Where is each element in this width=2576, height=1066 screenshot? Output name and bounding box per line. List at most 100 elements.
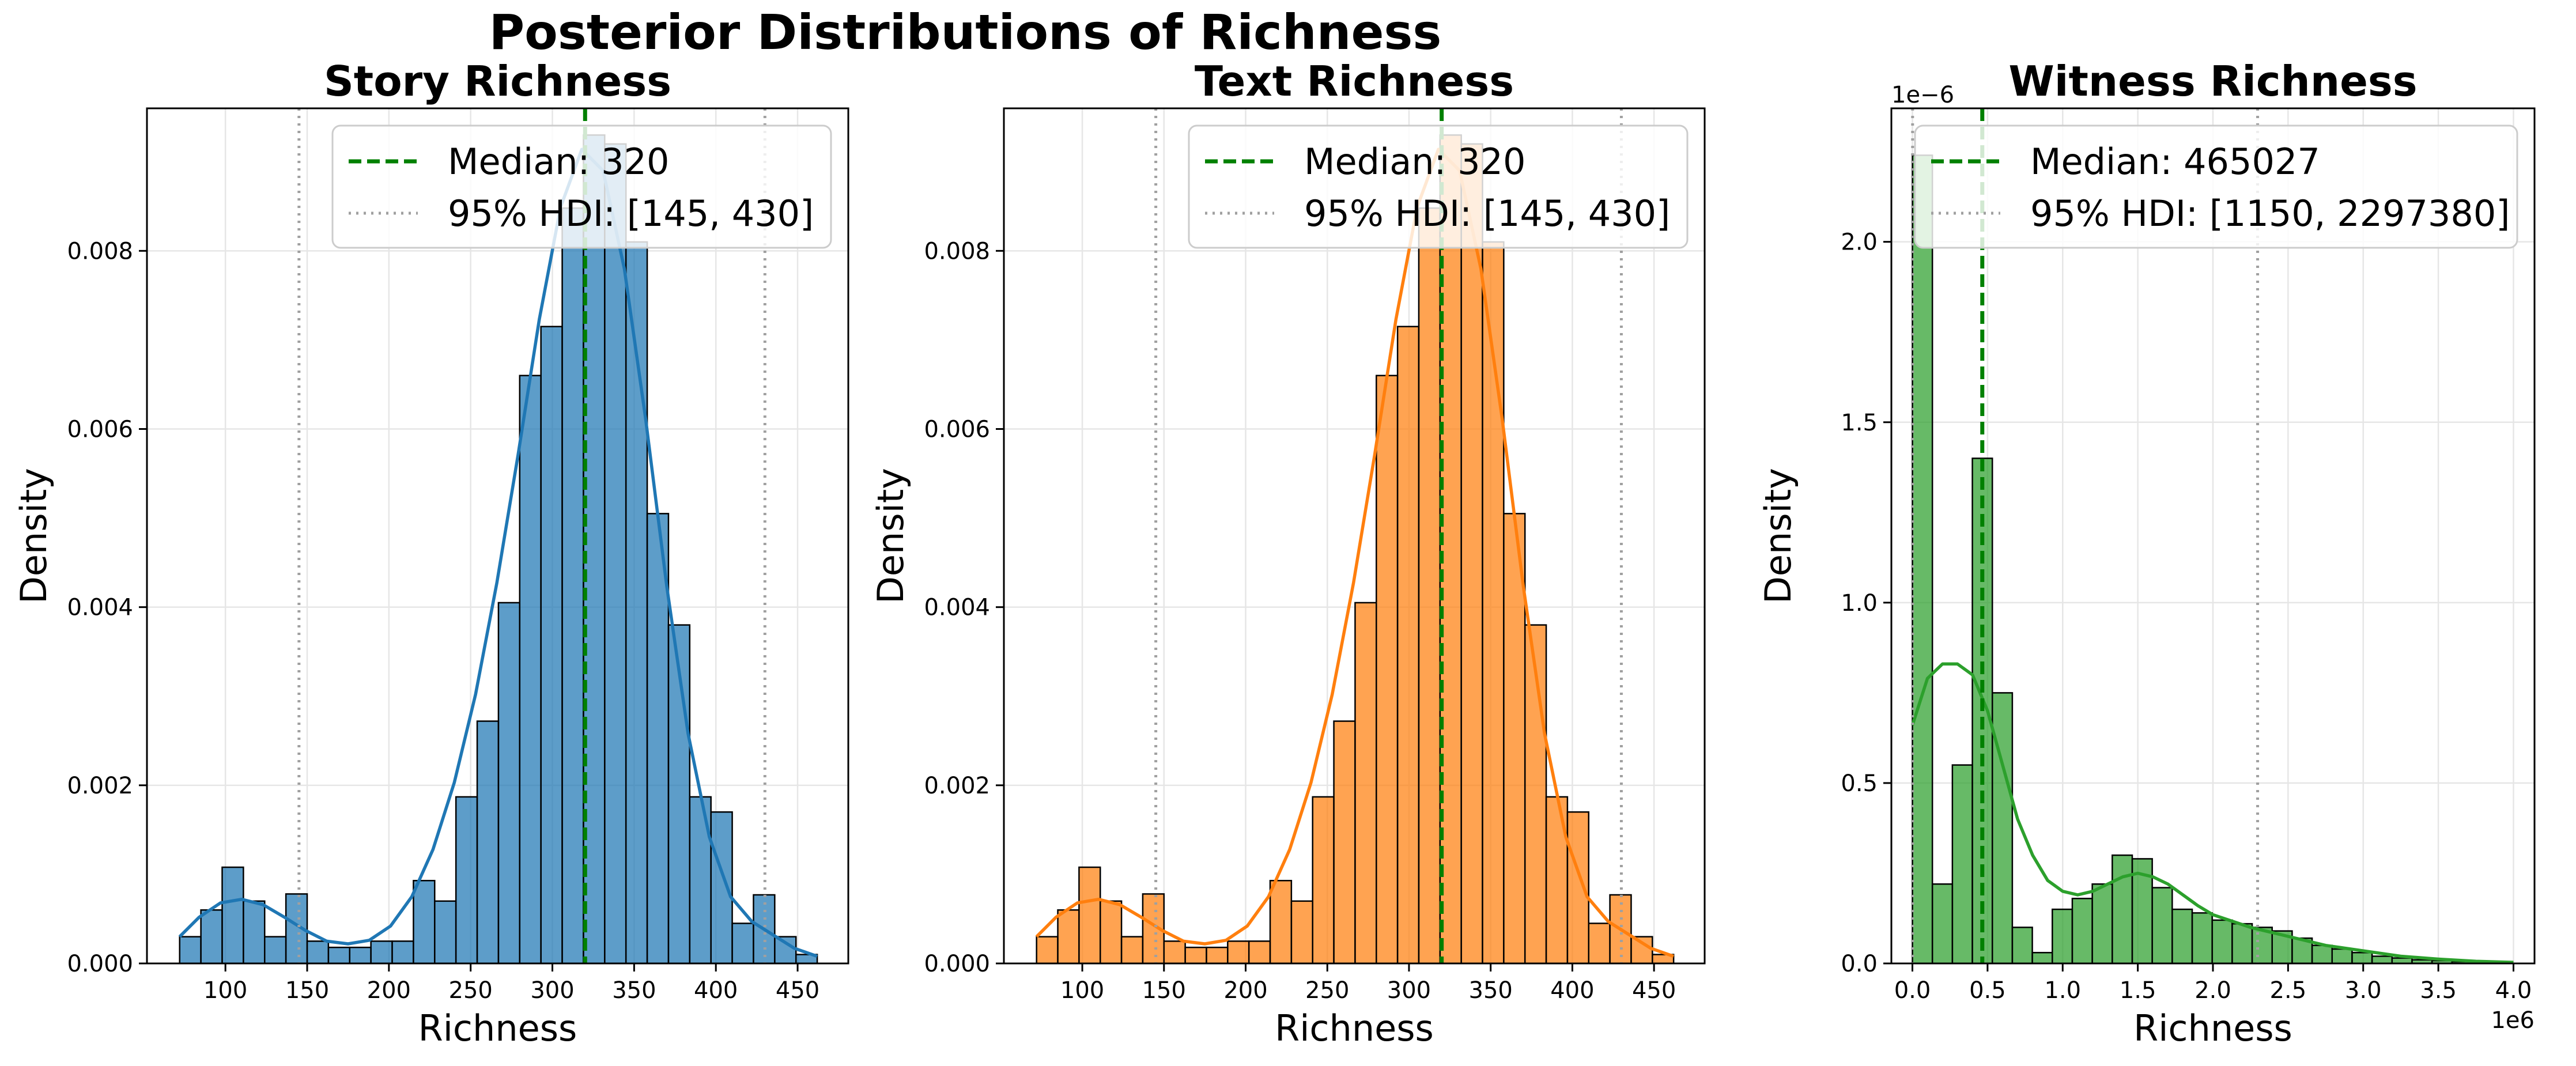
y-tick-label: 0.008 [924, 238, 990, 264]
histogram-bar [1163, 940, 1186, 963]
figure-title: Posterior Distributions of Richness [489, 4, 1442, 61]
legend: Median: 320 95% HDI: [145, 430] [331, 124, 832, 249]
plot-area [1035, 108, 1675, 963]
x-tick-label: 250 [1305, 977, 1349, 1004]
legend-entry-median: Median: 465027 [2030, 141, 2320, 183]
axes-frame [1003, 107, 1706, 965]
histogram-bar [1951, 764, 1973, 963]
x-tick-label: 3.0 [2345, 977, 2382, 1004]
histogram-bar [413, 879, 436, 963]
histogram-bar [1248, 940, 1271, 963]
y-axis-label: Density [870, 468, 912, 604]
histogram-bar [540, 326, 563, 963]
x-tick-label: 150 [1142, 977, 1186, 1004]
histogram-bar [2052, 908, 2073, 963]
histogram-bar [1333, 720, 1356, 963]
plot-area [1910, 108, 2514, 963]
y-tick-label: 0.0 [1841, 951, 1878, 977]
x-tick-label: 2.0 [2194, 977, 2231, 1004]
plot-area [178, 108, 818, 963]
histogram-bar [731, 923, 754, 963]
legend-box [1914, 124, 2518, 249]
legend-entry-hdi: 95% HDI: [145, 430] [448, 192, 814, 235]
x-axis-label: Richness [2133, 1007, 2292, 1049]
chart-title: Text Richness [1195, 57, 1514, 105]
y-tick-label: 0.000 [924, 951, 990, 977]
x-tick-label: 350 [1469, 977, 1513, 1004]
x-tick-label: 1.5 [2120, 977, 2156, 1004]
histogram-bar [1354, 602, 1377, 963]
histogram-bar [349, 946, 372, 963]
histogram-bar [1142, 893, 1165, 963]
x-tick-label: 100 [1060, 977, 1104, 1004]
histogram-bar [2351, 951, 2373, 963]
y-tick-label: 1.5 [1841, 410, 1878, 436]
y-axis-label: Density [1757, 468, 1799, 604]
histogram-bar [2112, 854, 2133, 963]
histogram-bar [2331, 948, 2353, 963]
histogram-bar [1099, 900, 1123, 963]
histogram-bar [434, 900, 457, 963]
legend: Median: 465027 95% HDI: [1150, 2297380] [1914, 124, 2518, 249]
histogram-bar [561, 207, 584, 963]
histogram-bar [2171, 908, 2193, 963]
y-tick-label: 0.004 [67, 595, 133, 621]
x-tick-label: 300 [530, 977, 574, 1004]
histogram-bar [455, 796, 478, 963]
x-tick-label: 100 [203, 977, 247, 1004]
legend-entry-hdi: 95% HDI: [1150, 2297380] [2030, 192, 2510, 235]
y-tick-label: 0.002 [67, 773, 133, 799]
histogram-bar [2371, 955, 2393, 963]
histogram-bar [1269, 879, 1293, 963]
histogram-bar [2091, 883, 2113, 963]
chart-title: Story Richness [324, 57, 671, 105]
histogram-bar [391, 940, 414, 963]
histogram-bar [370, 940, 393, 963]
y-tick-label: 0.000 [67, 951, 133, 977]
histogram-bar [1290, 900, 1313, 963]
histogram-bar [2011, 927, 2033, 963]
x-tick-label: 250 [449, 977, 493, 1004]
chart-panel-3: 0.0 0.5 1.0 1.5 2.0 2.5 3.0 3.5 4.0 0.0 0.5 1.0 1.5 2… [1757, 57, 2536, 1049]
histogram-bar [1460, 143, 1483, 963]
chart-panel-2: 100 150 200 250 300 350 400 450 0.000 0.002 0.004 0… [870, 57, 1706, 1049]
x-tick-label: 0.0 [1894, 977, 1931, 1004]
kde-curve [178, 148, 818, 958]
histogram-bar [1912, 154, 1933, 963]
histogram-bar [1057, 909, 1080, 963]
x-axis-label: Richness [1275, 1007, 1434, 1049]
x-tick-label: 200 [367, 977, 411, 1004]
histogram-bar [1503, 513, 1526, 963]
y-offset-label: 1e−6 [1891, 82, 1954, 108]
kde-curve [1035, 148, 1675, 958]
y-tick-label: 1.0 [1841, 590, 1878, 617]
histogram-bar [2191, 912, 2213, 963]
legend-box [1188, 124, 1689, 249]
y-tick-label: 0.006 [924, 417, 990, 443]
histogram-bar [1396, 326, 1420, 963]
histogram-bar [2231, 923, 2253, 963]
x-tick-label: 2.5 [2270, 977, 2307, 1004]
histogram-bar [1931, 883, 1954, 963]
x-tick-label: 1.0 [2044, 977, 2081, 1004]
histogram-bar [1184, 946, 1207, 963]
y-tick-label: 2.0 [1841, 229, 1878, 256]
x-tick-label: 150 [285, 977, 329, 1004]
histogram-bar [243, 900, 266, 963]
x-tick-label: 4.0 [2495, 977, 2532, 1004]
histogram-bar [1376, 375, 1399, 963]
histogram-bar [2311, 944, 2333, 963]
legend: Median: 320 95% HDI: [145, 430] [1188, 124, 1689, 249]
x-tick-label: 200 [1223, 977, 1267, 1004]
y-tick-label: 0.004 [924, 595, 990, 621]
y-tick-label: 0.006 [67, 417, 133, 443]
y-tick-label: 0.002 [924, 773, 990, 799]
histogram-bar [1312, 796, 1335, 963]
legend-entry-hdi: 95% HDI: [145, 430] [1304, 192, 1670, 235]
histogram-bar [1227, 940, 1250, 963]
chart-panel-1: 100 150 200 250 300 350 400 450 0.000 0.002 0.004 0… [13, 57, 849, 1049]
legend-entry-median: Median: 320 [1304, 141, 1525, 183]
histogram-bar [1588, 923, 1611, 963]
histogram-bar [1418, 207, 1441, 963]
